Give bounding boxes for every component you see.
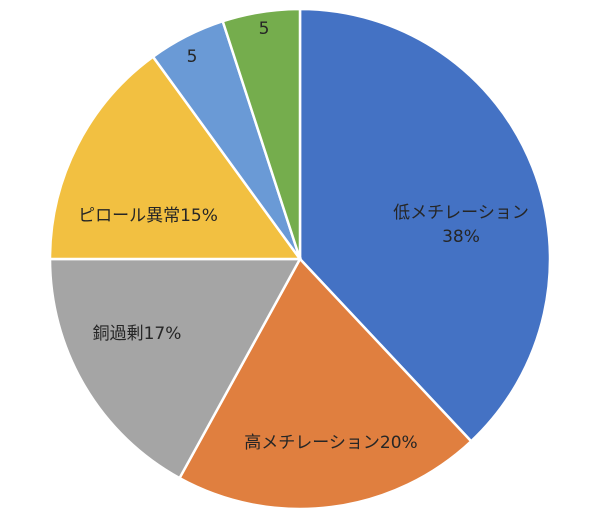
pie-slice-6 xyxy=(221,7,302,260)
pie-slice-label-5: 5 xyxy=(187,47,198,67)
pie-slice-4 xyxy=(48,55,303,261)
pie-slice-label-2: 高メチレーション20% xyxy=(244,433,417,453)
pie-slice-2 xyxy=(177,256,473,511)
slices-layer xyxy=(48,7,552,511)
pie-slice-label-6: 5 xyxy=(259,19,270,39)
pie-slice-label-3: 銅過剰17% xyxy=(93,324,182,344)
labels-layer: 低メチレーション 38% 高メチレーション20% 銅過剰17% ピロール異常15% 5 5 xyxy=(78,19,529,453)
pie-slice-label-1: 低メチレーション 38% xyxy=(393,203,529,247)
pie-slice-3 xyxy=(48,257,303,480)
pie-slice-label-4: ピロール異常15% xyxy=(78,206,218,226)
pie-slice-1 xyxy=(298,7,552,444)
